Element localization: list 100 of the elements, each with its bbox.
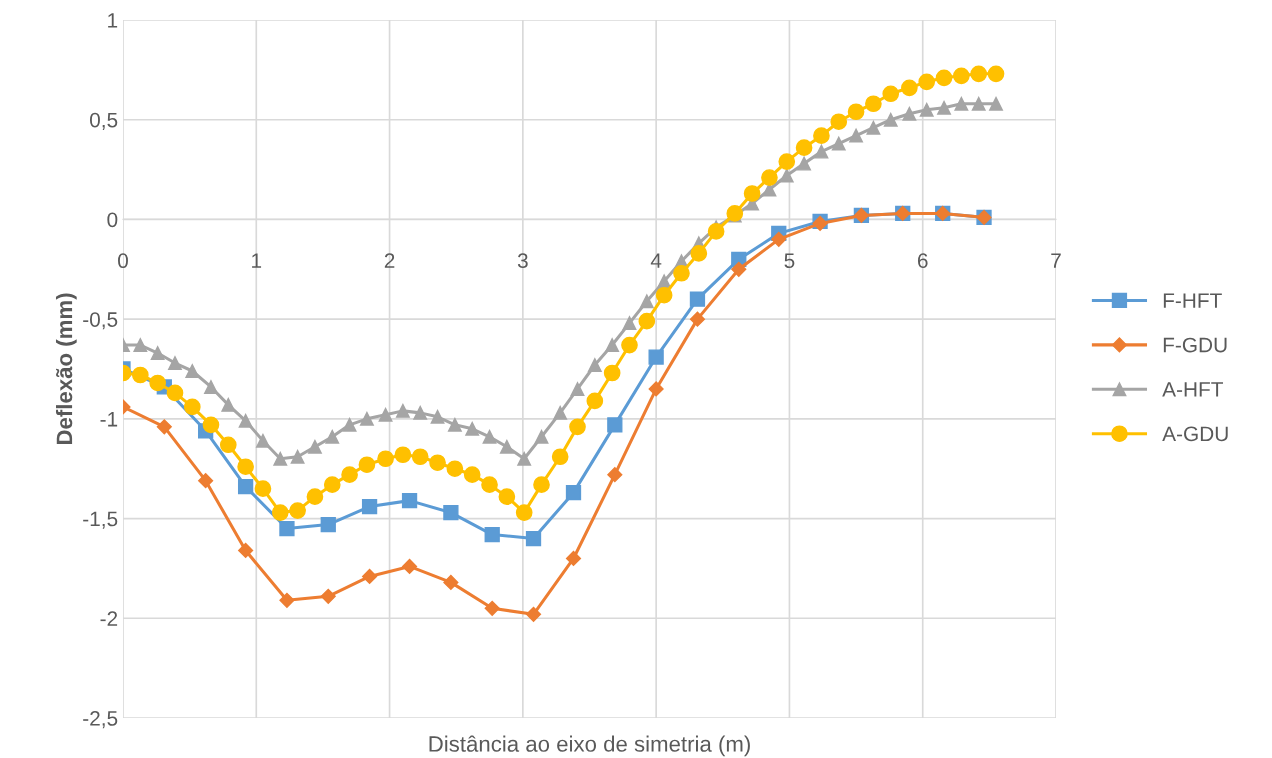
y-axis-title: Deflexão (mm)	[55, 293, 77, 445]
legend-label: A-GDU	[1162, 426, 1228, 442]
point	[638, 312, 656, 330]
x-tick-label: 4	[650, 253, 662, 268]
point	[919, 102, 934, 117]
point	[446, 460, 464, 478]
point	[639, 294, 654, 309]
point	[954, 96, 969, 111]
x-axis-title: Distância ao eixo de simetria (m)	[429, 735, 750, 757]
point	[443, 504, 459, 521]
point	[901, 79, 918, 97]
point	[761, 169, 778, 186]
point	[133, 338, 148, 353]
point	[202, 416, 220, 434]
point	[237, 458, 254, 476]
point	[778, 153, 796, 170]
x-tick-label: 1	[252, 253, 262, 268]
point	[648, 381, 664, 397]
point	[607, 467, 623, 483]
point	[325, 429, 340, 444]
legend-label: A-HFT	[1162, 382, 1224, 397]
point	[271, 504, 289, 521]
y-tick-label: 1	[108, 13, 118, 28]
point	[273, 451, 288, 466]
point	[395, 403, 410, 418]
y-tick-label: -2,5	[83, 711, 118, 729]
y-tick-label: -1,5	[83, 511, 118, 529]
point	[289, 502, 306, 519]
point	[731, 261, 747, 277]
point	[866, 120, 881, 135]
point	[361, 498, 378, 515]
point	[254, 480, 272, 497]
point	[607, 417, 623, 433]
point	[237, 479, 254, 495]
point	[813, 127, 830, 145]
point	[971, 96, 986, 111]
point	[655, 286, 673, 304]
point	[882, 85, 900, 103]
point	[533, 476, 550, 494]
legend-label: F-GDU	[1163, 337, 1227, 353]
point	[447, 417, 462, 432]
y-tick-label: -0,5	[83, 312, 118, 330]
point	[865, 95, 882, 113]
point	[498, 488, 516, 505]
point	[515, 504, 533, 521]
point	[320, 516, 336, 533]
point	[937, 100, 951, 115]
y-tick-label: -2	[100, 611, 118, 626]
point	[883, 112, 898, 127]
point	[970, 65, 988, 83]
point	[401, 558, 418, 575]
point	[689, 311, 706, 327]
point	[569, 418, 586, 436]
point	[499, 439, 514, 454]
point	[362, 568, 378, 584]
point	[166, 384, 184, 402]
point	[429, 454, 446, 472]
point	[648, 349, 664, 365]
x-tick-label: 3	[517, 253, 528, 269]
point	[377, 450, 394, 468]
point	[830, 113, 848, 131]
point	[605, 338, 620, 353]
point	[622, 316, 637, 331]
point	[185, 364, 200, 378]
point	[797, 156, 812, 171]
point	[847, 103, 865, 121]
point	[358, 456, 376, 474]
point	[378, 407, 393, 422]
x-tick-label: 0	[118, 253, 128, 269]
point	[673, 264, 690, 282]
point	[256, 433, 270, 448]
point	[183, 398, 201, 416]
point	[306, 488, 324, 505]
point	[150, 346, 165, 360]
point	[411, 448, 429, 466]
point	[221, 397, 236, 412]
point	[565, 550, 582, 567]
y-tick-label: -1	[100, 412, 118, 427]
point	[814, 144, 829, 159]
point	[570, 381, 585, 396]
point	[394, 446, 412, 464]
point	[204, 380, 218, 394]
point	[525, 606, 542, 622]
point	[465, 421, 480, 436]
point	[989, 96, 1003, 111]
point	[149, 374, 166, 392]
point	[771, 231, 787, 247]
point	[603, 364, 621, 382]
point	[198, 473, 214, 489]
point	[219, 436, 237, 454]
point	[401, 492, 418, 509]
point	[131, 366, 149, 384]
x-tick-label: 6	[917, 253, 928, 269]
point	[953, 67, 970, 85]
point	[689, 291, 706, 307]
point	[534, 429, 549, 444]
point	[430, 409, 445, 424]
point	[443, 574, 459, 590]
point	[307, 439, 322, 454]
point	[323, 476, 341, 494]
